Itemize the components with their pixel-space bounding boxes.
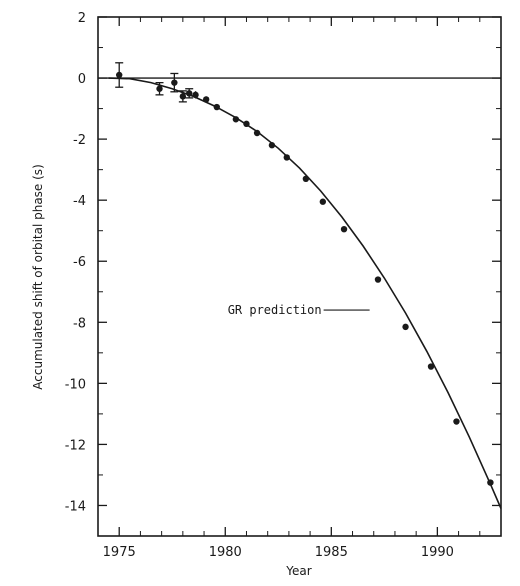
data-point [374, 276, 382, 283]
x-tick-label: 1985 [315, 545, 348, 560]
data-point [402, 323, 409, 331]
data-point [253, 129, 261, 137]
data-point [453, 418, 460, 425]
y-tick-label: -6 [73, 255, 86, 270]
y-tick-label: -14 [65, 499, 86, 514]
data-point [319, 198, 327, 205]
y-tick-label: 0 [78, 72, 86, 87]
data-point [213, 103, 220, 111]
y-tick-labels: 2 0 -2 -4 -6 -8 -10 -12 -14 [65, 11, 86, 514]
x-tick-labels: 1975 1980 1985 1990 [103, 545, 454, 560]
data-point [116, 71, 123, 79]
y-tick-label: -2 [73, 133, 86, 148]
data-point [302, 175, 310, 183]
y-axis-label: Accumulated shift of orbital phase (s) [31, 164, 45, 389]
tick-marks [97, 16, 502, 537]
x-tick-label: 1975 [103, 545, 136, 560]
data-point [340, 225, 348, 233]
data-point [232, 116, 240, 123]
x-axis-label: Year [285, 564, 311, 578]
data-point [243, 120, 250, 128]
data-point [179, 93, 187, 100]
x-tick-label: 1990 [421, 545, 454, 560]
data-point [427, 363, 435, 370]
y-tick-label: -8 [73, 316, 86, 331]
data-point [283, 154, 290, 161]
data-point [186, 90, 193, 97]
y-tick-label: -10 [65, 377, 86, 392]
data-point [268, 142, 276, 149]
data-point [156, 85, 163, 92]
data-point [192, 91, 199, 99]
data-points [115, 62, 494, 486]
y-tick-label: -12 [65, 438, 86, 453]
gr-prediction-curve [108, 77, 502, 509]
annotation-gr-prediction: GR prediction [228, 303, 322, 317]
x-tick-label: 1980 [209, 545, 242, 560]
y-tick-label: 2 [78, 11, 86, 26]
y-tick-label: -4 [73, 194, 86, 209]
data-point [487, 479, 494, 486]
data-point [171, 79, 178, 86]
plot-area [97, 16, 502, 537]
data-point [202, 96, 210, 103]
